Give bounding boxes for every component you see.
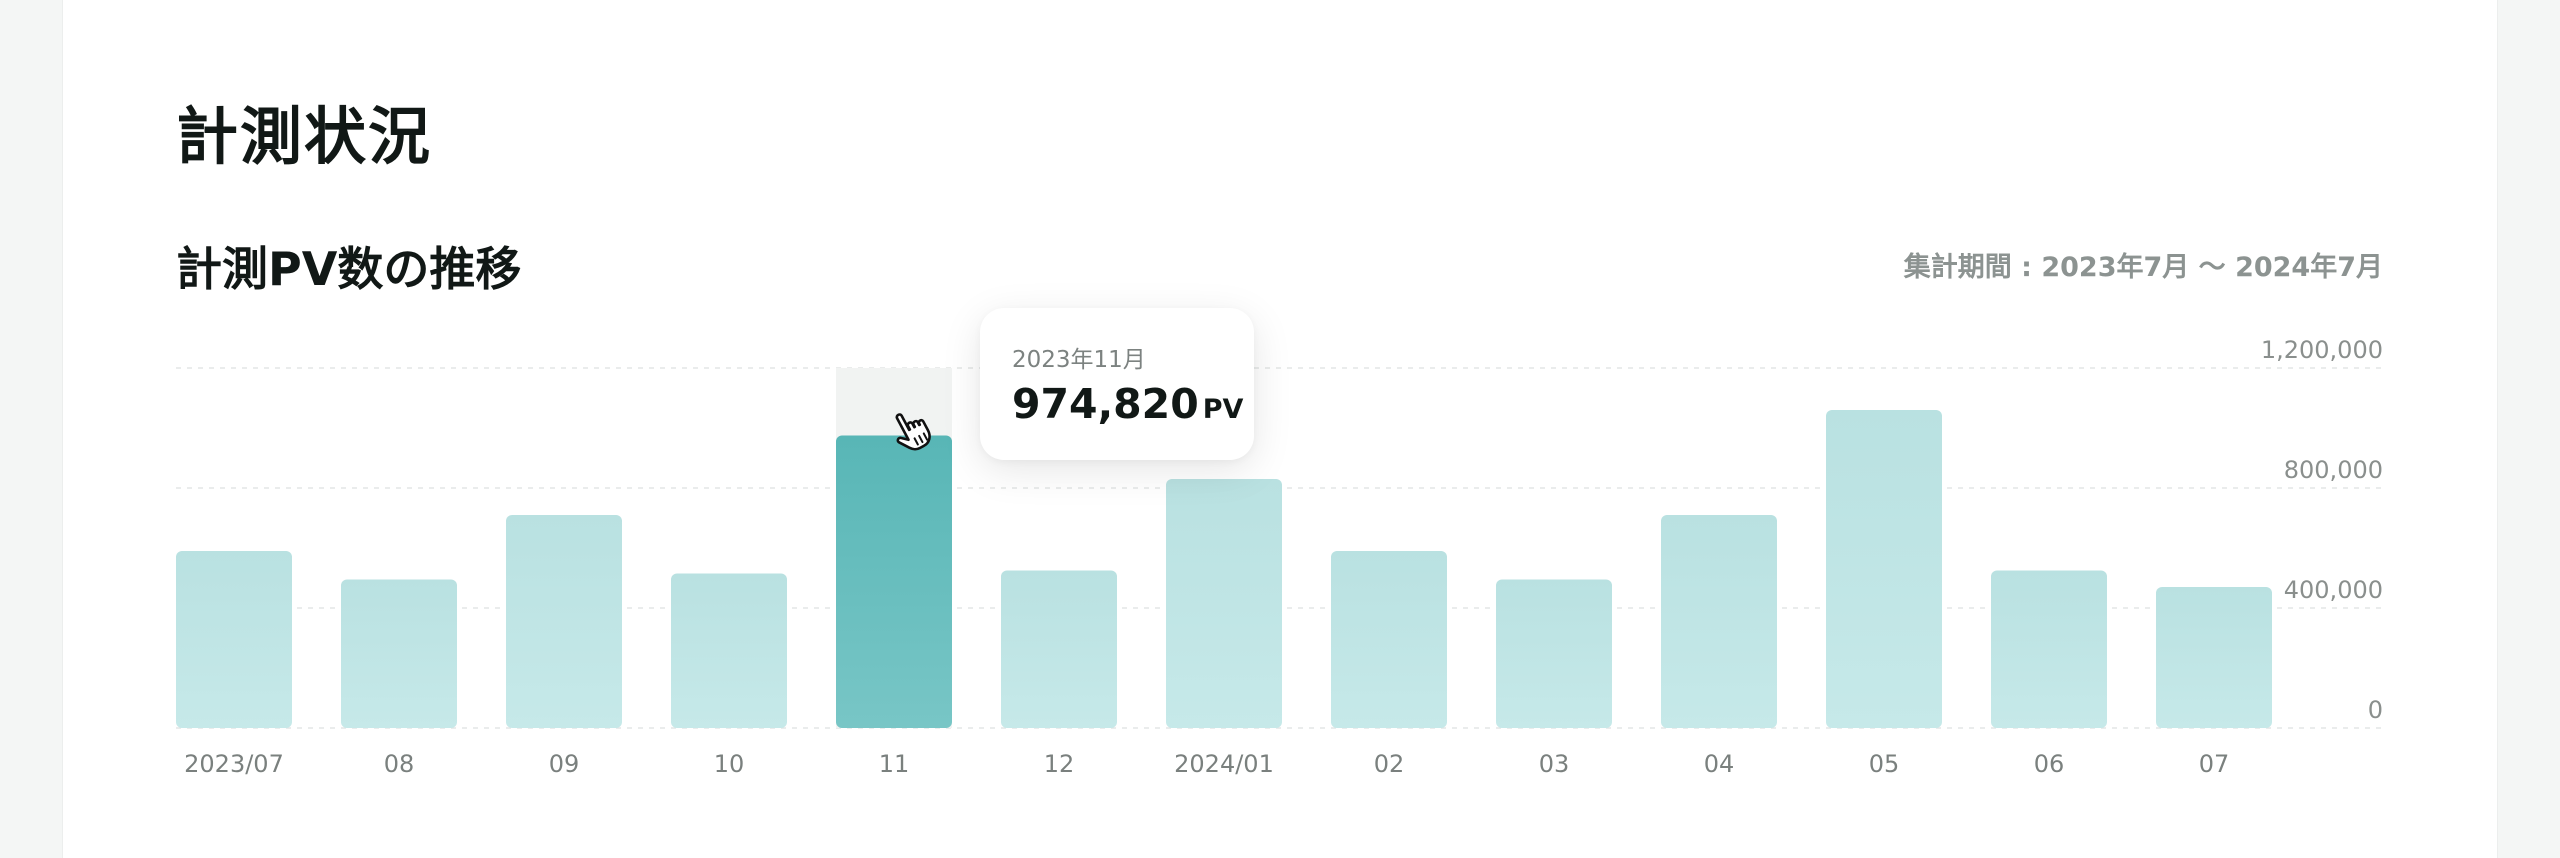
x-tick-label: 02 [1374,750,1405,778]
bar-07[interactable] [2156,587,2272,728]
bar-06[interactable] [1991,570,2107,729]
bar-09[interactable] [506,515,622,728]
bar-04[interactable] [1661,515,1777,728]
page-title: 計測状況 [176,100,433,173]
y-tick-label: 800,000 [2284,456,2383,484]
bar-12[interactable] [1001,570,1117,729]
bar-03[interactable] [1496,579,1612,729]
x-tick-label: 09 [549,750,580,778]
y-tick-label: 0 [2368,696,2383,724]
bar-2023-07[interactable] [176,551,292,728]
x-tick-label: 11 [879,750,910,778]
tooltip-value: 974,820 [1012,380,1199,428]
chart-title: 計測PV数の推移 [176,242,522,296]
x-tick-label: 2024/01 [1174,750,1274,778]
bar-08[interactable] [341,579,457,729]
tooltip-value-row: 974,820 PV [1012,380,1243,428]
chart-tooltip: 2023年11月 974,820 PV [980,308,1254,460]
x-tick-label: 04 [1704,750,1735,778]
tooltip-date: 2023年11月 [1012,347,1146,373]
x-tick-label: 03 [1539,750,1570,778]
x-tick-label: 06 [2034,750,2065,778]
x-tick-label: 07 [2199,750,2230,778]
x-tick-label: 10 [714,750,745,778]
y-tick-label: 1,200,000 [2261,336,2383,364]
tooltip-unit: PV [1202,394,1244,425]
x-tick-label: 12 [1044,750,1075,778]
hand-pointer-cursor-icon [895,413,931,451]
x-tick-label: 05 [1869,750,1900,778]
bar-2024-01[interactable] [1166,479,1282,728]
x-tick-label: 2023/07 [184,750,284,778]
period-label: 集計期間 : 2023年7月 〜 2024年7月 [1903,252,2383,283]
x-tick-label: 08 [384,750,415,778]
bar-10[interactable] [671,573,787,729]
bar-02[interactable] [1331,551,1447,728]
y-tick-label: 400,000 [2284,576,2383,604]
bar-05[interactable] [1826,410,1942,728]
bar-11[interactable] [836,435,952,728]
